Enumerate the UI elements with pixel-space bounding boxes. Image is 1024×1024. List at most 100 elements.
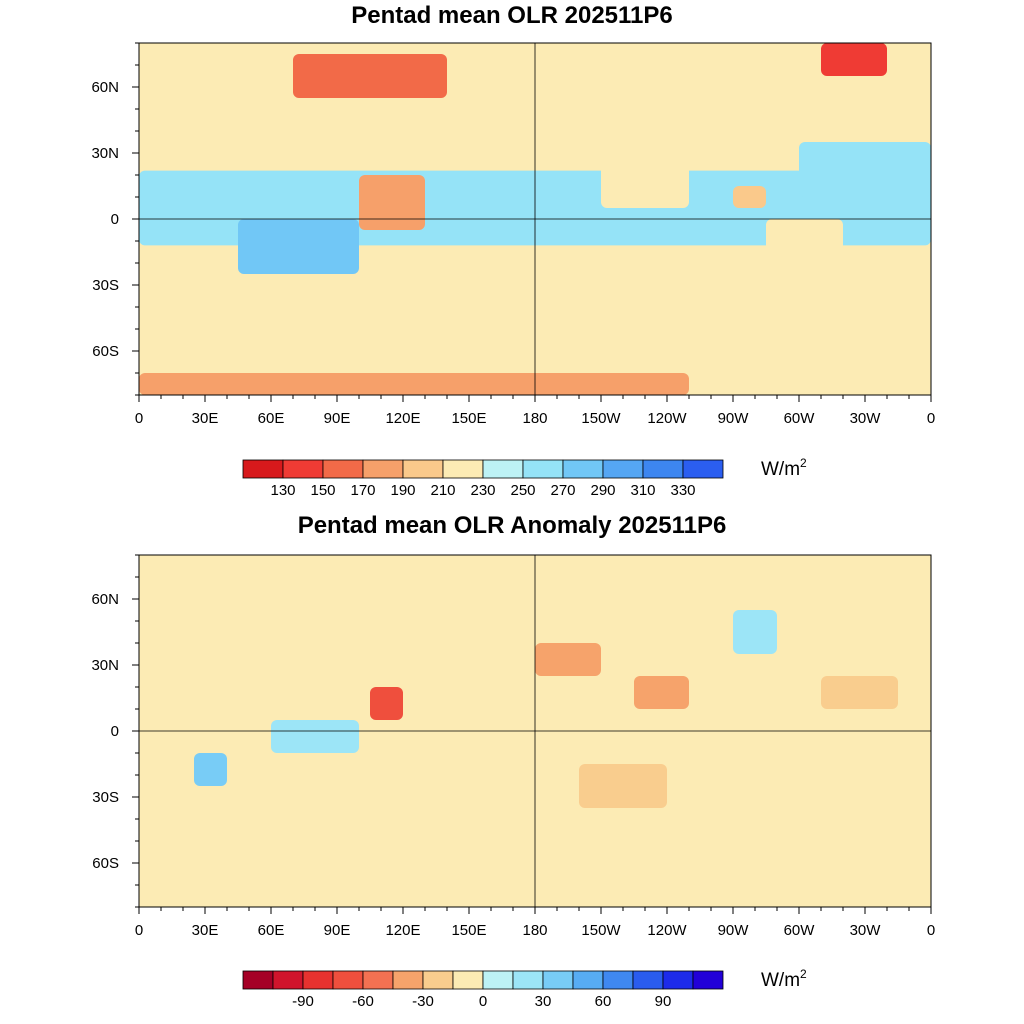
colorbar-box [662,970,694,990]
olr-anomaly-panel: 0 30E 60E 90E 120E 150E 180 150W 120W 90W 60W 30W 0 6… [91,554,935,1010]
colorbar-label: 130 [270,482,295,499]
colorbar-box [452,970,484,990]
region-east-pacific [601,164,689,208]
region-south-pacific [579,764,667,808]
colorbar-box [692,970,724,990]
x-tick-label: 60W [784,410,816,427]
x-tick-label: 60W [784,922,816,939]
colorbar-label: -90 [292,993,314,1010]
region-siberia-high [293,54,447,98]
x-tick-label: 90W [718,410,750,427]
colorbar-label: 270 [550,482,575,499]
colorbar-label: -60 [352,993,374,1010]
x-tick-label: 60E [258,410,285,427]
colorbar-label: 250 [510,482,535,499]
colorbar-label: 210 [430,482,455,499]
colorbar-box [362,970,394,990]
colorbar-label: 290 [590,482,615,499]
colorbar-label: 0 [479,993,487,1010]
colorbar-label: 170 [350,482,375,499]
x-tick-label: 120W [647,410,687,427]
colorbar-label: 30 [535,993,552,1010]
colorbar-label: 330 [670,482,695,499]
x-tick-label: 180 [522,410,547,427]
x-tick-label: 120W [647,922,687,939]
x-tick-label: 150W [581,410,621,427]
field-layer [139,43,931,395]
region-antarctica [139,373,689,395]
x-tick-label: 180 [522,922,547,939]
colorbar-box [392,970,424,990]
colorbar-box [632,970,664,990]
region-north-america [733,610,777,654]
colorbar-box [362,459,404,479]
region-east-pacific [634,676,689,709]
region-africa-south [194,753,227,786]
region-mid-atlantic [821,676,898,709]
colorbar-label: 190 [390,482,415,499]
region-south-china-sea [370,687,403,720]
region-amazon [766,219,843,263]
chart-title-anomaly: Pentad mean OLR Anomaly 202511P6 [297,512,727,539]
colorbar-box [242,459,284,479]
colorbar-box [522,459,564,479]
x-tick-label: 90W [718,922,750,939]
y-tick-label: 60S [92,343,119,360]
x-tick-label: 30W [850,922,882,939]
colorbar-box [242,970,274,990]
olr-mean-panel: 0 30E 60E 90E 120E 150E 180 150W 120W 90W 60W 30W 0 6… [91,42,935,499]
colorbar-label: 230 [470,482,495,499]
colorbar-box [562,459,604,479]
y-tick-label: 30N [91,657,119,674]
region-central-america [733,186,766,208]
colorbar-label: 90 [655,993,672,1010]
x-tick-label: 0 [927,410,935,427]
colorbar-box [302,970,334,990]
field-layer [194,610,898,808]
x-tick-label: 0 [135,410,143,427]
units-label: W/m2 [761,456,807,480]
y-tick-label: 60N [91,79,119,96]
colorbar-box [272,970,304,990]
colorbar-box [572,970,604,990]
colorbar-box [422,970,454,990]
colorbar-label: 310 [630,482,655,499]
y-tick-label: 30N [91,145,119,162]
colorbar-box [332,970,364,990]
x-tick-label: 150W [581,922,621,939]
region-indian-ocean [238,219,359,274]
colorbar-box [482,970,514,990]
colorbar-box [282,459,324,479]
colorbar-box [642,459,684,479]
region-indian-ocean [271,720,359,753]
x-tick-label: 0 [927,922,935,939]
colorbar-box [402,459,444,479]
y-tick-label: 0 [111,211,119,228]
colorbar-box [442,459,484,479]
x-tick-label: 30E [192,410,219,427]
y-tick-label: 60S [92,855,119,872]
region-north-pacific [535,643,601,676]
x-tick-label: 60E [258,922,285,939]
x-tick-label: 0 [135,922,143,939]
colorbar-box [682,459,724,479]
region-north-atlantic [799,142,931,197]
y-tick-label: 0 [111,723,119,740]
x-tick-label: 30W [850,410,882,427]
x-tick-label: 90E [324,410,351,427]
colorbar-box [542,970,574,990]
region-maritime-continent [359,175,425,230]
colorbar-label: 60 [595,993,612,1010]
colorbar-label: 150 [310,482,335,499]
y-tick-label: 30S [92,277,119,294]
colorbar-box [602,459,644,479]
colorbar-box [482,459,524,479]
x-tick-label: 30E [192,922,219,939]
y-tick-label: 60N [91,591,119,608]
region-greenland [821,43,887,76]
x-tick-label: 120E [385,410,420,427]
x-tick-label: 90E [324,922,351,939]
chart-title-mean: Pentad mean OLR 202511P6 [351,2,673,29]
x-tick-label: 150E [451,922,486,939]
